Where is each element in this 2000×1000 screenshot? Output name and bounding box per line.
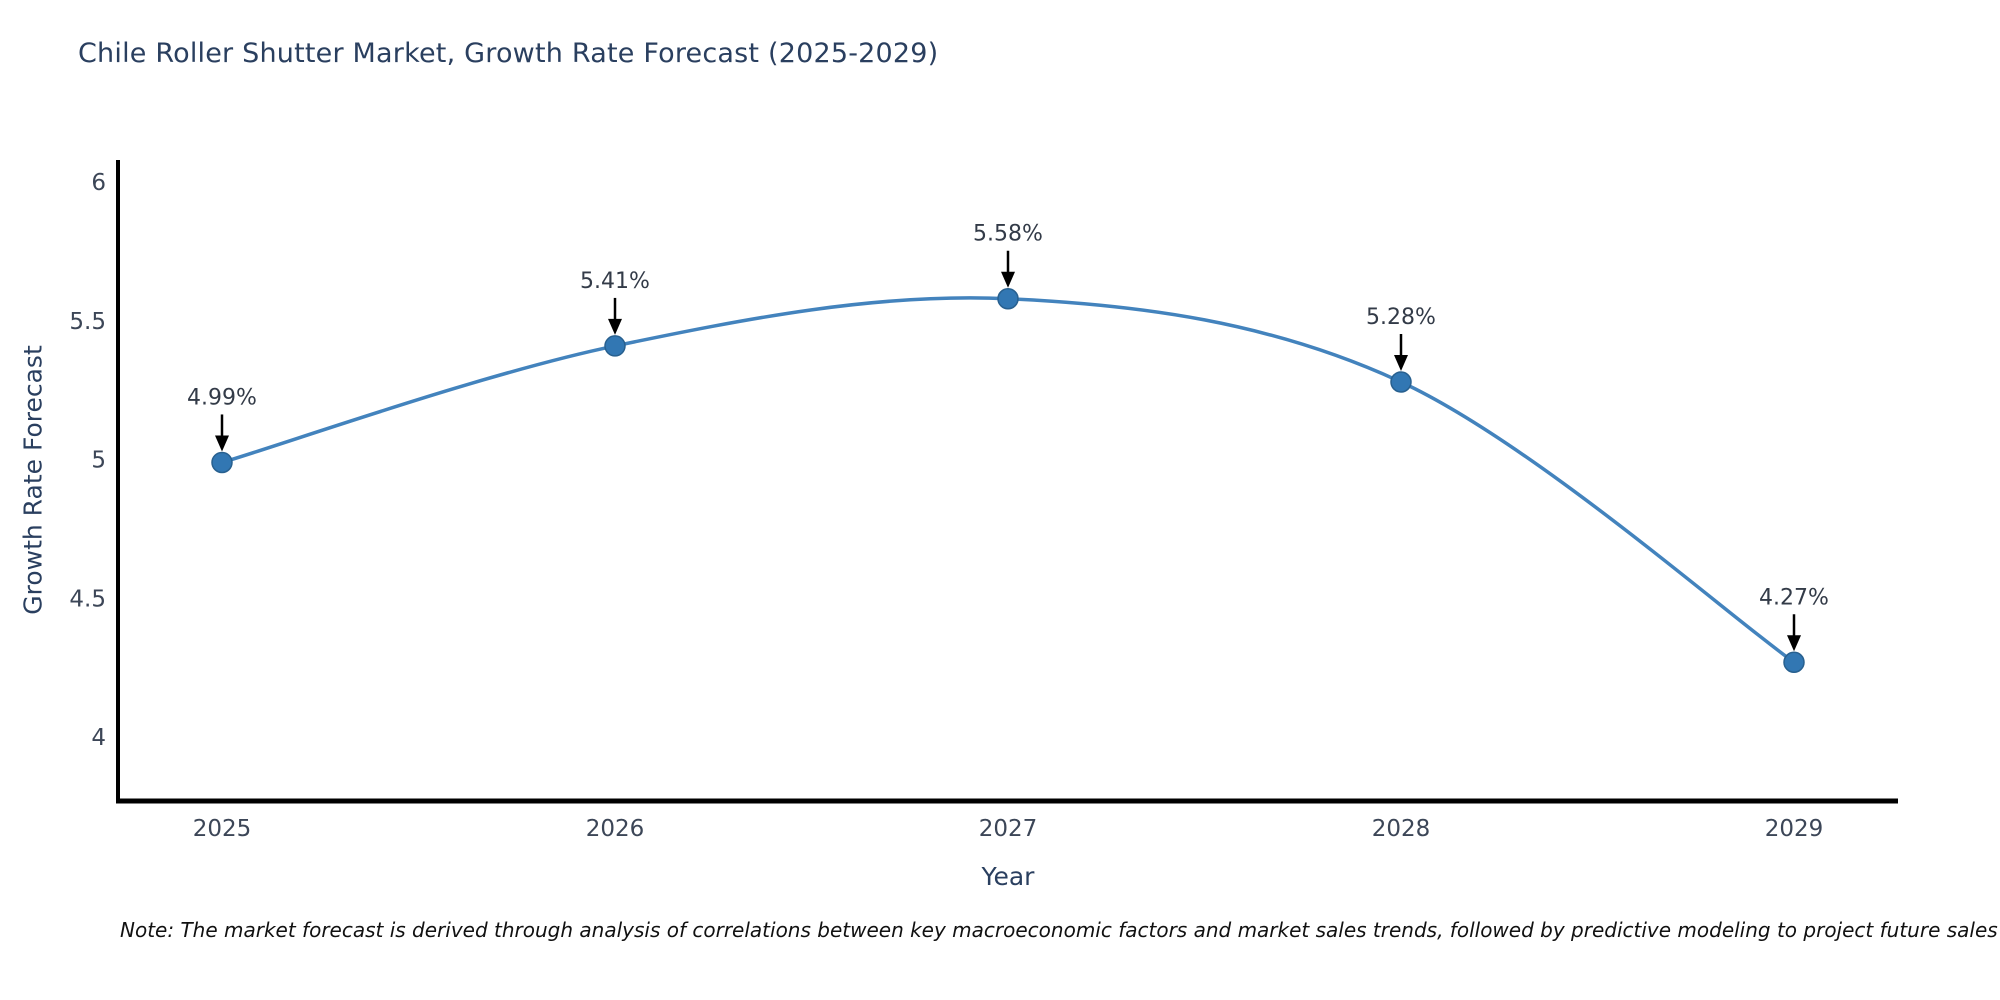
x-tick-label: 2027: [979, 816, 1038, 842]
x-tick-label: 2025: [193, 816, 252, 842]
x-axis-title: Year: [981, 862, 1035, 891]
data-point-label: 5.41%: [580, 269, 650, 294]
series-line: [220, 296, 1796, 665]
x-tick-label: 2026: [586, 816, 645, 842]
y-axis-title: Growth Rate Forecast: [18, 345, 48, 615]
annotation-arrow-head-icon: [1001, 271, 1015, 288]
annotation-arrow-head-icon: [215, 435, 229, 452]
y-tick-label: 5.5: [69, 309, 106, 335]
data-point-label: 4.99%: [187, 385, 257, 410]
annotation-arrow-head-icon: [1787, 635, 1801, 652]
x-tick-label: 2029: [1765, 816, 1824, 842]
data-point-marker: [211, 451, 233, 474]
data-point-marker: [997, 287, 1019, 310]
data-point-label: 4.27%: [1759, 585, 1829, 610]
y-tick-label: 5: [91, 448, 106, 474]
data-point-marker: [1783, 651, 1805, 674]
data-point-label: 5.28%: [1366, 305, 1436, 330]
data-point-marker: [604, 335, 626, 357]
annotation-arrow-head-icon: [1394, 354, 1408, 371]
data-point-marker: [1390, 371, 1412, 393]
y-tick-label: 4.5: [69, 586, 106, 612]
x-tick-label: 2028: [1372, 816, 1431, 842]
y-tick-label: 4: [91, 725, 106, 751]
y-tick-label: 6: [91, 170, 106, 196]
footnote: Note: The market forecast is derived thr…: [120, 918, 1998, 942]
data-point-label: 5.58%: [973, 222, 1043, 247]
annotation-arrow-head-icon: [608, 318, 622, 335]
chart-title: Chile Roller Shutter Market, Growth Rate…: [78, 38, 939, 69]
